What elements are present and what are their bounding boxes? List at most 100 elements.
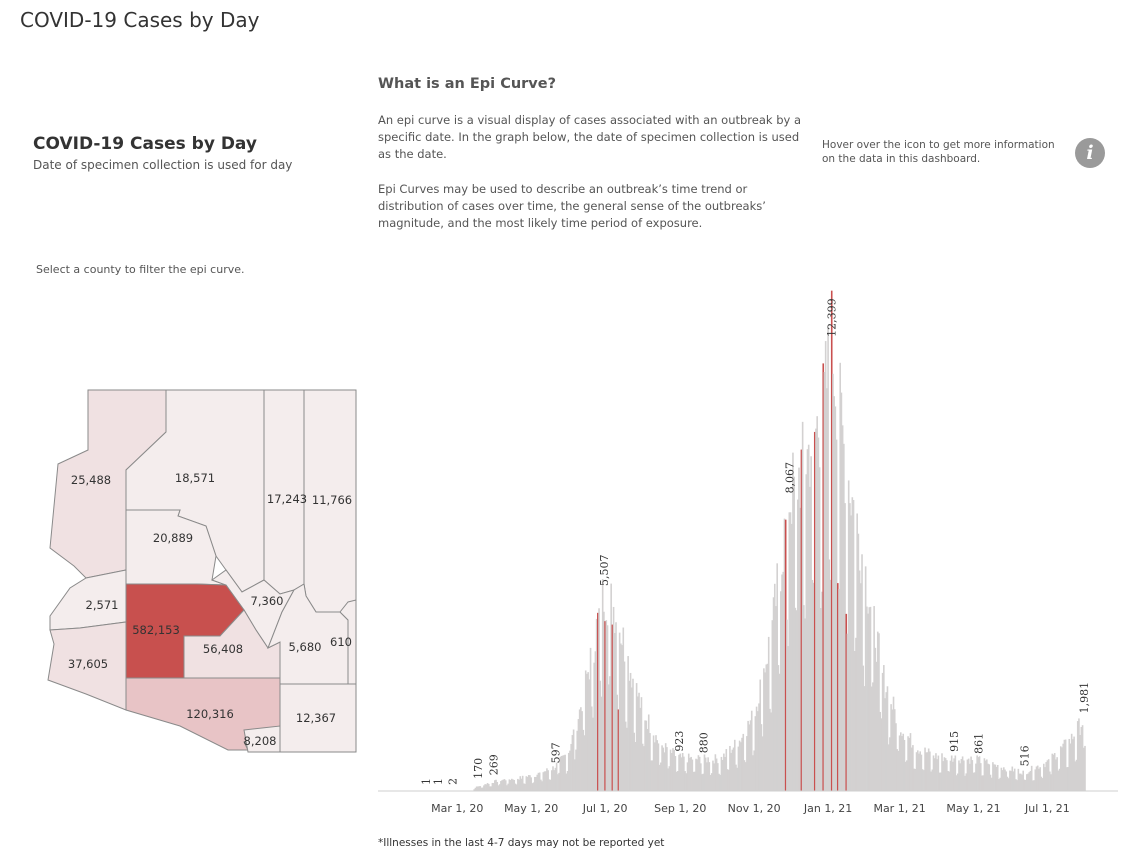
epi-bar[interactable] — [769, 708, 771, 791]
epi-bar[interactable] — [820, 607, 822, 791]
epi-bar[interactable] — [685, 773, 688, 791]
epi-bar[interactable] — [652, 735, 655, 791]
epi-bar[interactable] — [832, 373, 834, 791]
epi-bar[interactable] — [495, 779, 497, 791]
epi-bar[interactable] — [835, 439, 838, 791]
epi-bar[interactable] — [1016, 780, 1018, 791]
epi-bar[interactable] — [504, 780, 507, 791]
epi-bar[interactable] — [815, 428, 817, 791]
epi-bar[interactable] — [1078, 718, 1080, 791]
epi-bar[interactable] — [735, 764, 737, 791]
epi-bar[interactable] — [501, 780, 503, 791]
epi-bar[interactable] — [919, 751, 921, 791]
epi-bar[interactable] — [906, 760, 908, 791]
epi-bar[interactable] — [852, 499, 855, 791]
epi-bar[interactable] — [787, 646, 789, 791]
epi-bar[interactable] — [1023, 779, 1026, 791]
epi-bar[interactable] — [757, 711, 759, 791]
epi-bar[interactable] — [861, 554, 863, 791]
epi-bar[interactable] — [712, 760, 714, 791]
epi-bar[interactable] — [1073, 736, 1075, 791]
epi-bar[interactable] — [948, 771, 951, 791]
epi-bar[interactable] — [687, 753, 690, 791]
epi-bar[interactable] — [675, 771, 678, 791]
epi-bar[interactable] — [840, 392, 843, 791]
epi-bar[interactable] — [484, 784, 486, 791]
epi-bar[interactable] — [689, 757, 691, 791]
epi-bar[interactable] — [611, 624, 614, 791]
epi-bar[interactable] — [1076, 721, 1079, 791]
epi-bar[interactable] — [1082, 747, 1085, 791]
epi-bar[interactable] — [892, 696, 895, 791]
epi-bar[interactable] — [796, 499, 799, 791]
epi-bar[interactable] — [836, 583, 839, 791]
epi-bar[interactable] — [557, 774, 559, 791]
epi-bar[interactable] — [650, 760, 652, 791]
epi-bar[interactable] — [874, 647, 877, 791]
epi-bar[interactable] — [799, 507, 802, 791]
epi-bar[interactable] — [709, 774, 712, 791]
epi-bar[interactable] — [582, 729, 585, 791]
epi-bar[interactable] — [508, 779, 511, 791]
epi-bar[interactable] — [700, 763, 702, 791]
epi-bar[interactable] — [575, 749, 577, 791]
epi-bar[interactable] — [810, 456, 812, 791]
epi-bar[interactable] — [822, 363, 825, 791]
epi-bar[interactable] — [703, 754, 706, 791]
epi-bar[interactable] — [496, 781, 499, 791]
epi-bar[interactable] — [923, 770, 925, 791]
epi-bar[interactable] — [609, 676, 611, 791]
epi-bar[interactable] — [860, 583, 862, 791]
epi-bar[interactable] — [1069, 743, 1072, 791]
epi-bar[interactable] — [558, 772, 560, 791]
epi-bar[interactable] — [771, 620, 774, 791]
epi-bar[interactable] — [667, 768, 669, 791]
epi-bar[interactable] — [593, 662, 596, 791]
epi-bar[interactable] — [979, 763, 982, 791]
epi-bar[interactable] — [879, 711, 881, 791]
epi-bar[interactable] — [723, 753, 725, 791]
epi-bar[interactable] — [600, 696, 603, 791]
epi-bar[interactable] — [657, 743, 660, 791]
epi-bar[interactable] — [714, 754, 717, 791]
epi-bar[interactable] — [899, 732, 902, 791]
epi-bar[interactable] — [989, 774, 992, 791]
epi-bar[interactable] — [1026, 774, 1028, 791]
epi-bar[interactable] — [827, 326, 829, 791]
epi-bar[interactable] — [829, 579, 832, 791]
epi-bar[interactable] — [867, 613, 869, 791]
epi-bar[interactable] — [635, 683, 638, 791]
epi-bar[interactable] — [534, 776, 536, 791]
epi-bar[interactable] — [863, 686, 866, 791]
epi-bar[interactable] — [646, 728, 649, 791]
epi-bar[interactable] — [490, 786, 492, 791]
epi-bar[interactable] — [780, 591, 782, 791]
epi-bar[interactable] — [564, 754, 566, 791]
epi-bar[interactable] — [658, 764, 661, 791]
epi-bar[interactable] — [542, 772, 545, 791]
epi-bar[interactable] — [743, 760, 746, 791]
epi-bar[interactable] — [1081, 725, 1084, 791]
epi-bar[interactable] — [809, 486, 811, 791]
epi-bar[interactable] — [666, 747, 668, 791]
epi-bar[interactable] — [925, 752, 928, 791]
epi-bar[interactable] — [1056, 757, 1058, 791]
epi-bar[interactable] — [770, 712, 772, 791]
epi-bar[interactable] — [938, 772, 941, 791]
epi-bar[interactable] — [794, 607, 797, 791]
epi-bar[interactable] — [480, 787, 483, 791]
epi-bar[interactable] — [986, 759, 988, 791]
epi-bar[interactable] — [758, 703, 760, 791]
epi-bar[interactable] — [981, 775, 983, 791]
epi-bar[interactable] — [910, 747, 913, 791]
epi-bar[interactable] — [801, 421, 804, 791]
epi-bar[interactable] — [897, 750, 900, 791]
epi-bar[interactable] — [660, 762, 662, 791]
epi-bar[interactable] — [616, 694, 619, 791]
epi-bar[interactable] — [489, 786, 491, 791]
epi-bar[interactable] — [966, 759, 969, 791]
epi-bar[interactable] — [1047, 759, 1050, 791]
epi-bar[interactable] — [518, 779, 520, 791]
epi-bar[interactable] — [581, 711, 583, 791]
epi-bar[interactable] — [1034, 769, 1037, 791]
